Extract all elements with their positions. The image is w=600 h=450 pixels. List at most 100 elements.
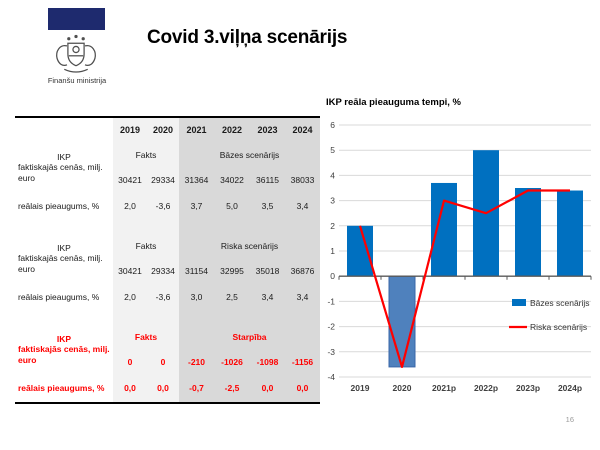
table-row: reālais pieaugums, % 0,0 0,0 -0,7 -2,5 0…	[15, 375, 320, 403]
legend-bar-swatch	[512, 299, 526, 306]
x-tick-label: 2024p	[558, 383, 582, 393]
scenario-header: Bāzes scenārijs	[179, 142, 320, 168]
scenario-header: Starpība	[179, 324, 320, 350]
table-row: reālais pieaugums, % 2,0 -3,6 3,7 5,0 3,…	[15, 193, 320, 220]
value-cell: -2,5	[214, 375, 250, 403]
y-tick-label: 3	[330, 196, 335, 206]
y-tick-label: 4	[330, 170, 335, 180]
year-header: 2019	[113, 117, 147, 142]
scenario-table: 2019 2020 2021 2022 2023 2024 IKP faktis…	[15, 116, 320, 404]
value-cell: -210	[179, 350, 214, 375]
value-cell: 2,0	[113, 193, 147, 220]
bar-2020	[388, 275, 416, 368]
value-cell: 31364	[179, 168, 214, 193]
scenario-header: Riska scenārijs	[179, 233, 320, 259]
table-row: 30421 29334 31364 34022 36115 38033	[15, 168, 320, 193]
y-tick-label: 2	[330, 221, 335, 231]
y-tick-label: -1	[327, 296, 335, 306]
gdp-growth-chart: -4 -3 -2 -1 0 1 2 3 4 5 6 2019 2020 2021p 2022p 2023p 20…	[327, 120, 592, 393]
y-tick-label: 6	[330, 120, 335, 130]
x-tick-label: 2021p	[432, 383, 456, 393]
x-tick-label: 2019	[351, 383, 370, 393]
table-corner-cell	[15, 117, 113, 142]
value-cell: 30421	[113, 168, 147, 193]
table-row: 0 0 -210 -1026 -1098 -1156	[15, 350, 320, 375]
table-row: IKP faktiskajās cenās, milj. euro Fakts …	[15, 324, 320, 365]
fact-header: Fakts	[113, 233, 179, 259]
value-cell: 30421	[113, 259, 147, 284]
page-title: Covid 3.viļņa scenārijs	[147, 27, 348, 48]
coat-of-arms-icon	[56, 34, 96, 73]
value-cell: 3,4	[285, 284, 320, 311]
value-cell: 36115	[250, 168, 285, 193]
risk-scenario-line	[358, 189, 570, 369]
value-cell: 0,0	[147, 375, 179, 403]
value-cell: -3,6	[147, 284, 179, 311]
value-cell: 34022	[214, 168, 250, 193]
row-label-growth: reālais pieaugums, %	[18, 292, 100, 303]
value-cell: 3,0	[179, 284, 214, 311]
row-label-growth: reālais pieaugums, %	[18, 383, 105, 394]
bar-2023p	[515, 188, 541, 277]
value-cell: 29334	[147, 259, 179, 284]
spacer-row	[15, 311, 320, 324]
value-cell: 36876	[285, 259, 320, 284]
year-header: 2020	[147, 117, 179, 142]
value-cell: 38033	[285, 168, 320, 193]
value-cell: -3,6	[147, 193, 179, 220]
x-tick-label: 2022p	[474, 383, 498, 393]
fact-header: Fakts	[113, 142, 179, 168]
year-header: 2022	[214, 117, 250, 142]
year-header: 2021	[179, 117, 214, 142]
bar-2019	[347, 225, 373, 277]
page-number: 16	[565, 415, 574, 424]
x-tick-label: 2023p	[516, 383, 540, 393]
value-cell: 31154	[179, 259, 214, 284]
value-cell: 3,4	[250, 284, 285, 311]
value-cell: 32995	[214, 259, 250, 284]
value-cell: -1098	[250, 350, 285, 375]
year-header: 2023	[250, 117, 285, 142]
value-cell: 0,0	[113, 375, 147, 403]
value-cell: 0,0	[250, 375, 285, 403]
y-tick-label: 1	[330, 246, 335, 256]
value-cell: -1026	[214, 350, 250, 375]
value-cell: 0	[113, 350, 147, 375]
value-cell: 0	[147, 350, 179, 375]
value-cell: -0,7	[179, 375, 214, 403]
row-label-growth: reālais pieaugums, %	[18, 201, 100, 212]
value-cell: 5,0	[214, 193, 250, 220]
value-cell: 3,5	[250, 193, 285, 220]
x-tick-label: 2020	[393, 383, 412, 393]
y-tick-label: 5	[330, 145, 335, 155]
row-label-ikp: IKP faktiskajās cenās, milj. euro	[18, 152, 103, 183]
value-cell: 0,0	[285, 375, 320, 403]
row-label-ikp: IKP faktiskajās cenās, milj. euro	[18, 243, 103, 274]
legend-label-bazes: Bāzes scenārijs	[530, 298, 590, 308]
table-row: reālais pieaugums, % 2,0 -3,6 3,0 2,5 3,…	[15, 284, 320, 311]
ministry-flag-logo	[48, 8, 105, 30]
fact-header: Fakts	[113, 324, 179, 350]
table-row: IKP faktiskajās cenās, milj. euro Fakts …	[15, 142, 320, 183]
spacer-row	[15, 220, 320, 233]
y-tick-label: 0	[330, 271, 335, 281]
y-tick-label: -2	[327, 322, 335, 332]
table-row: IKP faktiskajās cenās, milj. euro Fakts …	[15, 233, 320, 274]
value-cell: -1156	[285, 350, 320, 375]
year-header: 2024	[285, 117, 320, 142]
bar-2024p	[557, 190, 583, 277]
y-tick-label: -4	[327, 372, 335, 382]
value-cell: 35018	[250, 259, 285, 284]
table-header-row: 2019 2020 2021 2022 2023 2024	[15, 117, 320, 142]
value-cell: 3,7	[179, 193, 214, 220]
legend-label-riska: Riska scenārijs	[530, 322, 587, 332]
value-cell: 3,4	[285, 193, 320, 220]
value-cell: 29334	[147, 168, 179, 193]
ministry-name: Finanšu ministrija	[47, 76, 107, 85]
row-label-ikp: IKP faktiskajās cenās, milj. euro	[18, 334, 110, 365]
chart-title: IKP reāla pieauguma tempi, %	[326, 97, 461, 108]
value-cell: 2,5	[214, 284, 250, 311]
bar-2021p	[431, 182, 457, 277]
value-cell: 2,0	[113, 284, 147, 311]
